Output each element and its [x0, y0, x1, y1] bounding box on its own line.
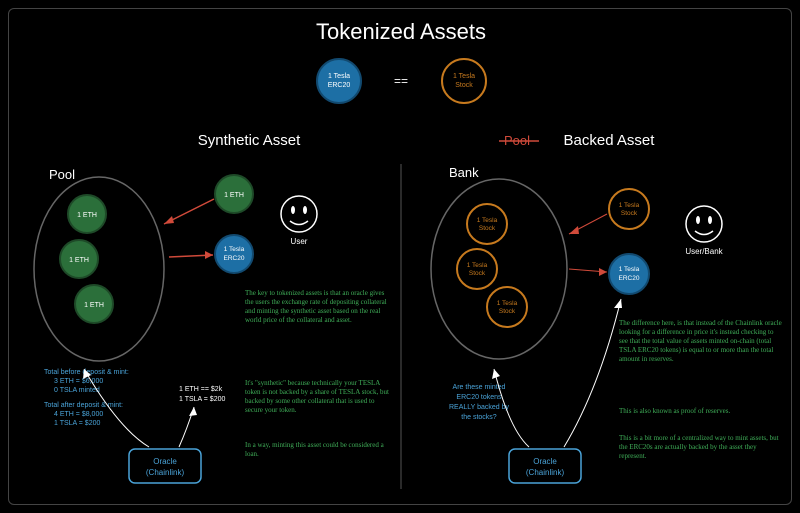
header-right-l2: Stock — [455, 82, 473, 89]
svg-text:Stock: Stock — [479, 225, 496, 232]
svg-text:1 ETH: 1 ETH — [69, 257, 89, 264]
header-right-l1: 1 Tesla — [453, 73, 475, 80]
svg-text:ERC20 tokens: ERC20 tokens — [456, 394, 502, 401]
eth-coin-1: 1 ETH — [68, 195, 106, 233]
eth-coin-2: 1 ETH — [60, 240, 98, 278]
svg-text:Stock: Stock — [469, 270, 486, 277]
main-title: Tokenized Assets — [316, 19, 486, 44]
svg-text:Oracle: Oracle — [153, 457, 177, 466]
svg-text:0 TSLA minted: 0 TSLA minted — [54, 387, 100, 394]
svg-text:1 Tesla: 1 Tesla — [619, 202, 640, 209]
backed-section: Pool Backed Asset Bank 1 Tesla Stock 1 T… — [431, 132, 784, 484]
pool-totals: Total before deposit & mint: 3 ETH = $6,… — [44, 369, 129, 427]
explain-left-1: The key to tokenized assets is that an o… — [245, 289, 393, 325]
stock-coin-2: 1 Tesla Stock — [457, 249, 497, 289]
header-group: 1 Tesla ERC20 == 1 Tesla Stock — [317, 59, 486, 103]
synthetic-title: Synthetic Asset — [198, 132, 301, 149]
pool-label: Pool — [49, 167, 75, 182]
user-smiley-right — [686, 206, 722, 242]
explain-left-2: It's "synthetic" because technically you… — [245, 379, 393, 415]
svg-text:ERC20: ERC20 — [619, 275, 640, 282]
header-left-l2: ERC20 — [328, 82, 351, 89]
user-label-left: User — [291, 237, 308, 246]
svg-text:Stock: Stock — [499, 308, 516, 315]
user-label-right: User/Bank — [685, 247, 723, 256]
oracle-arrow-r2 — [564, 299, 621, 447]
svg-text:1 Tesla: 1 Tesla — [224, 246, 245, 253]
svg-text:Oracle: Oracle — [533, 457, 557, 466]
mint-tesla-coin: 1 Tesla ERC20 — [215, 235, 253, 273]
header-equals: == — [394, 74, 408, 88]
oracle-left: Oracle (Chainlink) — [129, 449, 201, 483]
svg-text:Are these minted: Are these minted — [453, 384, 506, 391]
svg-text:1 ETH: 1 ETH — [224, 192, 244, 199]
explain-left-3: In a way, minting this asset could be co… — [245, 441, 393, 459]
diagram-frame: Tokenized Assets 1 Tesla ERC20 == 1 Tesl… — [8, 8, 792, 505]
oracle-right: Oracle (Chainlink) — [509, 449, 581, 483]
diagram-svg: Tokenized Assets 1 Tesla ERC20 == 1 Tesl… — [9, 9, 793, 506]
svg-text:the stocks?: the stocks? — [461, 414, 497, 421]
svg-text:Total after deposit & mint:: Total after deposit & mint: — [44, 402, 123, 409]
explain-right-3: This is a bit more of a centralized way … — [619, 434, 784, 461]
synthetic-section: Synthetic Asset Pool 1 ETH 1 ETH 1 ETH 1… — [34, 132, 393, 483]
stock-coin-3: 1 Tesla Stock — [487, 287, 527, 327]
bank-ellipse — [431, 179, 567, 359]
svg-text:1 Tesla: 1 Tesla — [467, 262, 488, 269]
svg-text:1 Tesla: 1 Tesla — [497, 300, 518, 307]
explain-right-2: This is also known as proof of reserves. — [619, 407, 784, 416]
svg-text:1 TSLA = $200: 1 TSLA = $200 — [179, 396, 225, 403]
bank-label: Bank — [449, 165, 479, 180]
svg-text:1 Tesla: 1 Tesla — [619, 266, 640, 273]
svg-text:REALLY backed by: REALLY backed by — [449, 404, 510, 411]
deposit-eth-coin: 1 ETH — [215, 175, 253, 213]
backed-tesla-coin: 1 Tesla ERC20 — [609, 254, 649, 294]
backed-title: Backed Asset — [564, 132, 656, 149]
stock-coin-1: 1 Tesla Stock — [467, 204, 507, 244]
svg-text:1 TSLA = $200: 1 TSLA = $200 — [54, 420, 100, 427]
svg-text:Stock: Stock — [621, 210, 638, 217]
svg-text:1 ETH == $2k: 1 ETH == $2k — [179, 386, 223, 393]
svg-text:3 ETH = $6,000: 3 ETH = $6,000 — [54, 378, 103, 385]
rate-text: 1 ETH == $2k 1 TSLA = $200 — [179, 386, 225, 403]
svg-text:1 ETH: 1 ETH — [84, 302, 104, 309]
header-tesla-erc20-circle — [317, 59, 361, 103]
arrow-mint-head — [205, 251, 213, 259]
header-tesla-stock-circle — [442, 59, 486, 103]
svg-text:(Chainlink): (Chainlink) — [526, 468, 565, 477]
svg-text:ERC20: ERC20 — [224, 255, 245, 262]
svg-text:(Chainlink): (Chainlink) — [146, 468, 185, 477]
arrow-deposit-head — [164, 216, 174, 224]
explain-right-1: The difference here, is that instead of … — [619, 319, 784, 364]
svg-text:1 ETH: 1 ETH — [77, 212, 97, 219]
svg-text:1 Tesla: 1 Tesla — [477, 217, 498, 224]
user-smiley-left — [281, 196, 317, 232]
deposit-stock-coin: 1 Tesla Stock — [609, 189, 649, 229]
eth-coin-3: 1 ETH — [75, 285, 113, 323]
svg-text:4 ETH = $8,000: 4 ETH = $8,000 — [54, 411, 103, 418]
header-left-l1: 1 Tesla — [328, 73, 350, 80]
left-explain: The key to tokenized assets is that an o… — [245, 289, 393, 471]
question-text: Are these minted ERC20 tokens REALLY bac… — [449, 384, 510, 421]
